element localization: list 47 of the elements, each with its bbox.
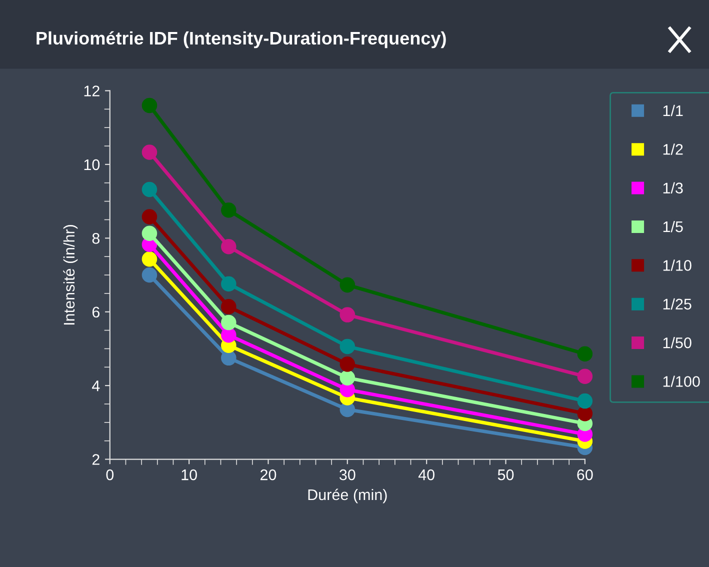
point — [340, 370, 356, 386]
y-tick-label: 10 — [84, 159, 100, 170]
x-tick-label: 40 — [418, 469, 434, 480]
legend-label: 1/25 — [663, 298, 692, 310]
point — [340, 356, 356, 372]
y-tick-label: 12 — [84, 86, 100, 96]
chart-title: Pluviométrie IDF (Intensity-Duration-Frequency) — [36, 31, 446, 48]
x-tick-label: 60 — [577, 469, 593, 480]
point — [142, 226, 158, 241]
legend-label: 1/2 — [663, 144, 683, 155]
legend-label: 1/1 — [663, 104, 683, 116]
point — [142, 252, 158, 267]
legend-label: 1/100 — [663, 376, 700, 387]
point — [142, 98, 158, 114]
point — [142, 144, 158, 160]
x-tick-label: 50 — [498, 469, 514, 480]
y-axis-title: Intensité (in/hr) — [63, 224, 78, 325]
legend-label: 1/50 — [663, 337, 692, 348]
point — [577, 368, 593, 384]
x-tick-label: 20 — [260, 469, 276, 480]
x-tick-label: 30 — [339, 469, 356, 480]
y-tick-label: 4 — [92, 380, 100, 392]
x-tick-label: 0 — [106, 469, 114, 480]
legend-label: 1/5 — [663, 220, 683, 232]
point — [340, 338, 356, 354]
y-tick-label: 6 — [92, 306, 100, 318]
point — [142, 182, 158, 198]
point — [340, 307, 356, 322]
point — [221, 350, 236, 366]
legend-label: 1/10 — [663, 260, 692, 271]
point — [577, 346, 593, 362]
point — [221, 276, 236, 292]
point — [340, 277, 356, 293]
point — [577, 393, 593, 409]
point — [221, 327, 236, 343]
point — [221, 202, 236, 218]
point — [142, 209, 158, 224]
point — [221, 314, 236, 330]
x-axis-title: Durée (min) — [308, 488, 387, 504]
point — [221, 299, 236, 314]
point — [142, 267, 158, 283]
point — [577, 406, 593, 422]
x-tick-label: 10 — [182, 469, 197, 480]
legend-label: 1/3 — [663, 182, 683, 194]
point — [221, 238, 236, 254]
y-tick-label: 2 — [92, 454, 100, 465]
y-tick-label: 8 — [92, 233, 100, 244]
